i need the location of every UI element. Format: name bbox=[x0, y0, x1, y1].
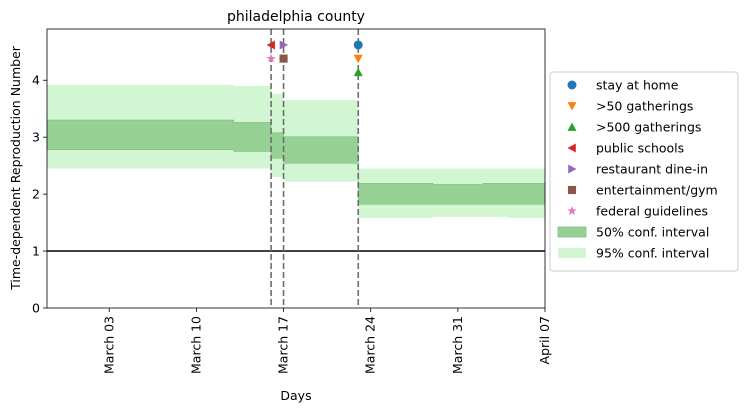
y-axis-ticks: 0 1 2 3 4 bbox=[32, 73, 47, 316]
legend-label: federal guidelines bbox=[596, 204, 708, 219]
legend-label: public schools bbox=[596, 141, 684, 156]
marker-entertainment-gym bbox=[279, 54, 288, 63]
y-tick-label: 3 bbox=[32, 130, 40, 145]
marker-public-schools bbox=[266, 40, 275, 50]
legend-label: 50% conf. interval bbox=[596, 225, 709, 240]
y-tick-label: 0 bbox=[32, 301, 40, 316]
legend-label: >50 gatherings bbox=[596, 99, 693, 114]
legend-label: stay at home bbox=[596, 78, 679, 93]
x-tick-label: March 17 bbox=[276, 316, 291, 374]
marker-restaurant-dine-in bbox=[279, 40, 289, 50]
x-tick-label: March 03 bbox=[101, 316, 116, 374]
legend-marker-public-schools bbox=[567, 143, 576, 153]
x-tick-label: March 10 bbox=[188, 316, 203, 374]
y-tick-label: 1 bbox=[32, 244, 40, 259]
y-axis-label: Time-dependent Reproduction Number bbox=[8, 45, 23, 291]
legend-label: 95% conf. interval bbox=[596, 246, 709, 261]
x-axis-label: Days bbox=[280, 388, 311, 403]
legend-swatch-95 bbox=[558, 248, 586, 258]
legend-marker-50-gatherings bbox=[567, 102, 577, 111]
y-tick-label: 4 bbox=[32, 73, 40, 88]
plot-area-frame bbox=[46, 28, 546, 309]
legend-label: >500 gatherings bbox=[596, 120, 701, 135]
x-axis-ticks: March 03 March 10 March 17 March 24 March 31… bbox=[101, 308, 552, 374]
marker-federal-guidelines bbox=[266, 53, 276, 63]
legend-marker-500-gatherings bbox=[567, 122, 577, 131]
chart-title: philadelphia county bbox=[227, 9, 365, 25]
marker-500-gatherings bbox=[353, 67, 363, 77]
legend-marker-federal-guidelines bbox=[567, 206, 577, 216]
x-tick-label: March 31 bbox=[450, 316, 465, 374]
legend-swatch-50 bbox=[557, 226, 587, 238]
marker-50-gatherings bbox=[353, 54, 363, 64]
marker-stay-at-home bbox=[353, 40, 363, 50]
legend-box bbox=[549, 71, 739, 272]
y-tick-label: 2 bbox=[32, 187, 40, 202]
intervention-markers bbox=[266, 40, 363, 77]
legend: stay at home >50 gatherings >500 gathering… bbox=[549, 71, 739, 272]
legend-marker-stay-at-home bbox=[567, 80, 577, 90]
x-tick-label: April 07 bbox=[537, 316, 552, 364]
legend-label: entertainment/gym bbox=[596, 183, 718, 198]
legend-marker-entertainment-gym bbox=[567, 185, 577, 195]
legend-label: restaurant dine-in bbox=[596, 162, 708, 177]
x-tick-label: March 24 bbox=[363, 316, 378, 374]
legend-marker-restaurant-dine-in bbox=[568, 164, 577, 174]
